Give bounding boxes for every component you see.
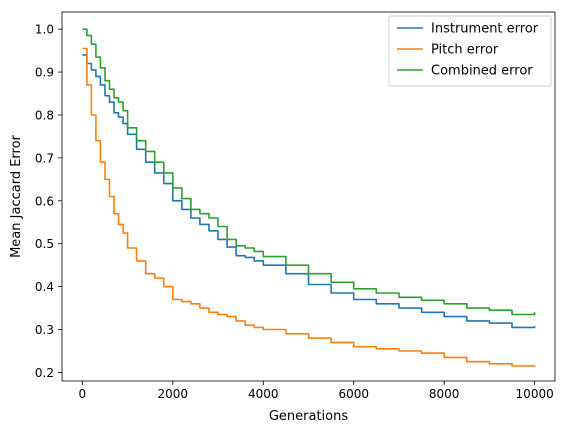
y-tick-label: 1.0 — [35, 23, 54, 37]
y-tick-label: 0.2 — [35, 366, 54, 380]
legend-box — [388, 15, 552, 87]
legend-label-instrument: Instrument error — [431, 22, 539, 37]
plot-frame — [61, 11, 556, 382]
y-tick-label: 0.6 — [35, 194, 54, 208]
y-tick-label: 0.5 — [35, 237, 54, 251]
legend: Instrument error Pitch error Combined er… — [388, 15, 552, 87]
series-line-pitch — [82, 47, 536, 367]
x-tick-label: 0 — [79, 387, 87, 401]
y-axis-label: Mean Jaccard Error — [9, 134, 24, 257]
y-tick-label: 0.8 — [35, 108, 54, 122]
y-tick-label: 0.3 — [35, 323, 54, 337]
y-tick-label: 0.7 — [35, 151, 54, 165]
series-line-instrument — [82, 54, 536, 329]
series-line-combined — [82, 28, 536, 316]
x-tick-label: 6000 — [338, 387, 369, 401]
x-axis-label: Generations — [269, 409, 349, 424]
series-lines — [82, 28, 536, 367]
x-tick-label: 2000 — [158, 387, 189, 401]
legend-label-pitch: Pitch error — [431, 43, 499, 58]
y-tick-label: 0.4 — [35, 280, 54, 294]
axis-ticks: 0 2000 4000 6000 8000 10000 0.2 0.3 0.4 0.5 0.6 0.7… — [35, 23, 554, 401]
legend-label-combined: Combined error — [431, 64, 533, 79]
x-tick-label: 4000 — [248, 387, 279, 401]
y-tick-label: 0.9 — [35, 66, 54, 80]
x-tick-label: 8000 — [429, 387, 460, 401]
x-tick-label: 10000 — [516, 387, 554, 401]
